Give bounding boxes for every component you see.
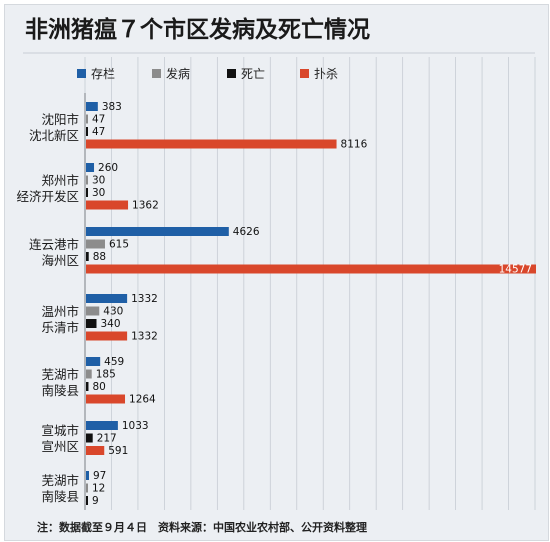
bar-value-label: 4626 xyxy=(233,226,260,238)
bar-value-label: 30 xyxy=(92,175,105,187)
bar-value-label: 47 xyxy=(92,126,105,138)
bar-value-label: 340 xyxy=(100,318,120,330)
bar-3-3 xyxy=(86,252,89,261)
bar-5-3 xyxy=(86,382,89,391)
bar-6-3 xyxy=(86,433,93,443)
bar-value-label: 430 xyxy=(103,306,123,318)
category-label: 南陵县 xyxy=(41,383,79,398)
bar-5-2 xyxy=(86,369,92,379)
category-label: 乐清市 xyxy=(41,320,79,335)
bar-value-label: 1264 xyxy=(129,394,156,406)
category-label: 温州市 xyxy=(41,304,79,319)
bar-3-2 xyxy=(86,239,105,249)
category-label: 芜湖市 xyxy=(41,367,79,382)
category-label: 沈北新区 xyxy=(29,128,79,143)
legend-label-2: 发病 xyxy=(166,66,190,81)
bar-3-4 xyxy=(86,264,536,274)
bars: 3834747811626030301362462661588145771332… xyxy=(86,101,536,507)
bar-value-label: 14577 xyxy=(499,264,532,276)
legend-swatch-4 xyxy=(300,69,309,78)
bar-4-4 xyxy=(86,331,128,341)
bar-value-label: 260 xyxy=(98,162,118,174)
bar-4-2 xyxy=(86,306,100,316)
bar-1-1 xyxy=(86,102,98,111)
category-label: 芜湖市 xyxy=(41,473,79,488)
bar-value-label: 80 xyxy=(92,381,105,393)
legend-swatch-3 xyxy=(227,69,236,78)
category-label: 经济开发区 xyxy=(16,189,79,204)
bar-value-label: 88 xyxy=(93,251,106,263)
bar-1-2 xyxy=(86,114,88,124)
bar-value-label: 8116 xyxy=(341,139,368,151)
bar-value-label: 591 xyxy=(108,445,128,457)
category-label: 海州区 xyxy=(41,253,79,268)
bar-7-2 xyxy=(86,483,88,493)
bar-value-label: 30 xyxy=(92,187,105,199)
bar-value-label: 185 xyxy=(96,369,116,381)
bar-2-4 xyxy=(86,200,129,210)
bar-1-3 xyxy=(86,127,88,136)
bar-4-3 xyxy=(86,319,97,328)
chart-title: 非洲猪瘟７个市区发病及死亡情况 xyxy=(25,16,370,43)
bar-value-label: 1332 xyxy=(131,293,158,305)
bar-value-label: 615 xyxy=(109,239,129,251)
bar-7-1 xyxy=(86,471,89,480)
bar-2-3 xyxy=(86,188,88,197)
bar-5-4 xyxy=(86,394,126,404)
bar-4-1 xyxy=(86,294,128,303)
legend-swatch-1 xyxy=(77,69,86,78)
bar-6-1 xyxy=(86,421,118,430)
bar-7-3 xyxy=(86,496,88,505)
bar-3-1 xyxy=(86,227,229,236)
bar-2-1 xyxy=(86,163,95,172)
category-label: 连云港市 xyxy=(29,237,79,252)
bar-value-label: 9 xyxy=(92,495,99,507)
grid xyxy=(84,57,536,510)
bar-value-label: 97 xyxy=(93,470,106,482)
bar-value-label: 383 xyxy=(102,101,122,113)
legend-label-1: 存栏 xyxy=(91,66,115,81)
legend-swatch-2 xyxy=(152,69,161,78)
legend: 存栏 发病 死亡 扑杀 xyxy=(77,66,338,81)
category-label: 宣城市 xyxy=(41,423,79,438)
legend-label-3: 死亡 xyxy=(241,67,265,81)
chart-frame: 非洲猪瘟７个市区发病及死亡情况 存栏 发病 死亡 扑杀 383 47 47 8116 260 3… xyxy=(4,4,549,541)
bar-value-label: 1362 xyxy=(132,200,159,212)
bar-6-4 xyxy=(86,446,105,455)
chart-canvas: 非洲猪瘟７个市区发病及死亡情况 存栏 发病 死亡 扑杀 383474781162603… xyxy=(16,16,536,534)
bar-value-label: 47 xyxy=(92,114,105,126)
bar-value-label: 1033 xyxy=(122,420,149,432)
bar-2-2 xyxy=(86,175,88,185)
bar-value-label: 217 xyxy=(97,433,117,445)
category-labels: 沈阳市沈北新区郑州市经济开发区连云港市海州区温州市乐清市芜湖市南陵县宣城市宣州区… xyxy=(16,112,79,504)
category-label: 南陵县 xyxy=(41,489,79,504)
bar-value-label: 1332 xyxy=(131,331,158,343)
category-label: 沈阳市 xyxy=(41,112,79,127)
bar-1-4 xyxy=(86,139,337,149)
bar-value-label: 459 xyxy=(104,356,124,368)
footnote: 注：数据截至９月４日 资料来源：中国农业农村部、公开资料整理 xyxy=(37,520,367,534)
bar-value-label: 12 xyxy=(92,483,105,495)
bar-5-1 xyxy=(86,357,101,366)
category-label: 郑州市 xyxy=(41,173,79,188)
legend-label-4: 扑杀 xyxy=(314,66,338,81)
category-label: 宣州区 xyxy=(41,439,79,454)
